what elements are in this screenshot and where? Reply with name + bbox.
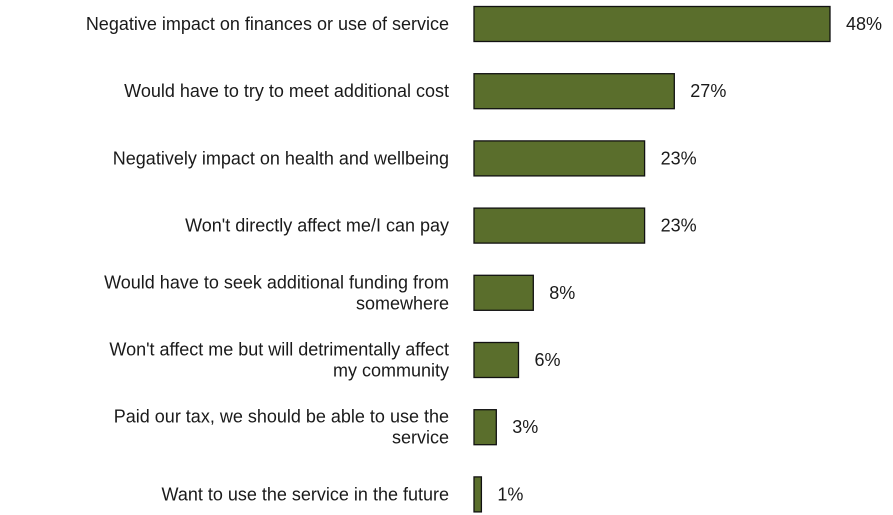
- category-label-3: Negatively impact on health and wellbein…: [113, 148, 449, 168]
- value-label-4: 23%: [661, 216, 697, 236]
- bar-8: [473, 476, 483, 513]
- category-label-4: Won't directly affect me/I can pay: [185, 216, 449, 236]
- bar-4: [473, 207, 646, 244]
- value-label-1: 48%: [846, 14, 882, 34]
- bar-5: [473, 274, 534, 311]
- category-label-7: Paid our tax, we should be able to use t…: [114, 407, 449, 448]
- value-label-6: 6%: [535, 350, 561, 370]
- value-label-8: 1%: [497, 484, 523, 504]
- category-labels-layer: Negative impact on finances or use of se…: [86, 14, 449, 504]
- bar-2: [473, 73, 675, 110]
- category-label-2: Would have to try to meet additional cos…: [124, 81, 449, 101]
- value-label-3: 23%: [661, 148, 697, 168]
- category-label-8: Want to use the service in the future: [162, 484, 449, 504]
- value-label-7: 3%: [512, 417, 538, 437]
- value-labels-layer: 48% 27% 23% 23% 8% 6% 3% 1%: [497, 14, 882, 504]
- bar-1: [473, 5, 831, 43]
- category-label-6: Won't affect me but will detrimentally a…: [109, 340, 449, 381]
- value-label-2: 27%: [690, 81, 726, 101]
- value-label-5: 8%: [549, 283, 575, 303]
- bar-6: [473, 341, 520, 379]
- category-label-5: Would have to seek additional funding fr…: [104, 272, 449, 313]
- bars-layer: [473, 5, 831, 513]
- bar-3: [473, 140, 646, 177]
- bar-7: [473, 409, 497, 446]
- category-label-1: Negative impact on finances or use of se…: [86, 14, 449, 34]
